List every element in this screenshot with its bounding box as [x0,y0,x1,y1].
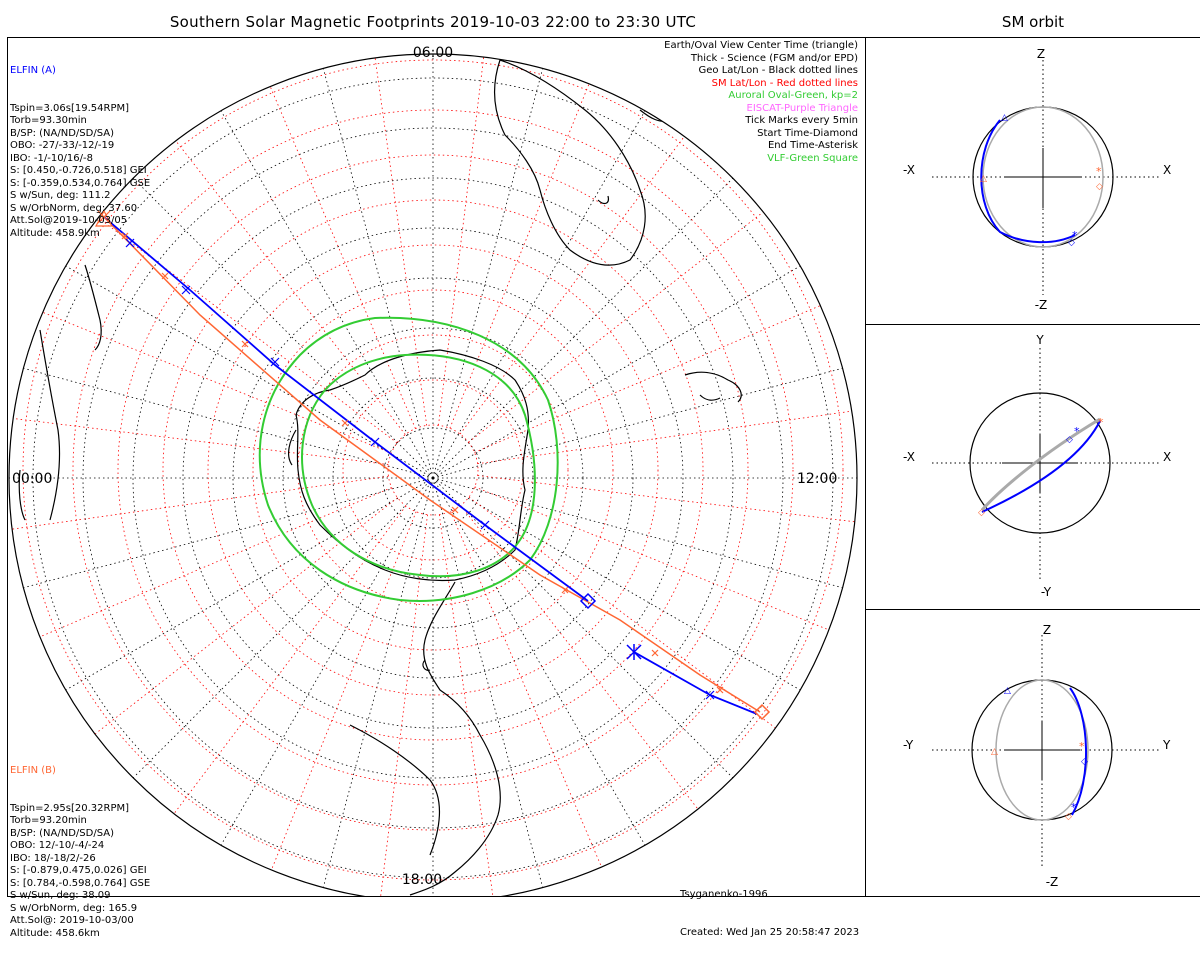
elfin-a-tick-marks [125,238,715,700]
elfin-a-line: B/SP: (NA/ND/SD/SA) [10,127,114,139]
legend-item: Earth/Oval View Center Time (triangle) [664,40,858,51]
legend: Earth/Oval View Center Time (triangle) Th… [664,40,858,165]
geo-latlon-grid [9,54,857,896]
elfin-b-line: B/SP: (NA/ND/SD/SA) [10,827,114,839]
elfin-a-line: Att.Sol@2019-10-03/05 [10,215,128,226]
sm-panel-yz-plot: Z -Z -Y Y △ △ * ◇ * ◇ [903,623,1171,889]
elfin-b-track [103,216,761,713]
elfin-b-line: Altitude: 458.6km [10,927,100,939]
svg-text:*: * [1098,416,1104,429]
svg-text:◇: ◇ [1066,435,1073,445]
elfin-a-line: S: [0.450,-0.726,0.518] GEI [10,165,147,176]
globe-outline [8,53,858,896]
elfin-a-line: Altitude: 458.9km [10,227,100,239]
sm-panel1-label-left: -X [903,163,915,177]
elfin-a-name: ELFIN (A) [10,65,56,76]
created-label: Created: Wed Jan 25 20:58:47 2023 [680,926,860,938]
sm-panel-xy-plot: Y -Y -X X ◇ * * ◇ [903,333,1171,599]
svg-text:△: △ [1001,113,1008,123]
svg-text:◇: ◇ [978,508,985,518]
svg-text:*: * [1071,801,1077,814]
map-label-right: 12:00 [797,471,837,487]
elfin-a-track [103,216,758,715]
svg-text:△: △ [980,174,987,184]
elfin-b-line: OBO: 12/-10/-4/-24 [10,840,105,851]
svg-text:*: * [1072,229,1078,242]
sm-panel1-label-right: X [1163,163,1171,177]
elfin-b-line: S w/Sun, deg: 38.09 [10,890,111,901]
sm-panel3-label-bottom: -Z [1046,875,1059,889]
legend-item: EISCAT-Purple Triangle [746,102,859,114]
legend-item: Thick - Science (FGM and/or EPD) [690,52,858,64]
elfin-a-info: ELFIN (A) Tspin=3.06s[19.54RPM] Torb=93.3… [10,40,150,253]
sm-panel1-label-top: Z [1037,47,1045,61]
elfin-b-line: S: [-0.879,0.475,0.026] GEI [10,865,147,876]
sm-panel2-label-bottom: -Y [1041,585,1052,599]
sm-panel3-label-left: -Y [903,738,914,752]
elfin-b-tick-marks [121,232,724,694]
elfin-b-info: ELFIN (B) Tspin=2.95s[20.32RPM] Torb=93.2… [10,740,150,953]
sm-panel-yz [865,609,1200,897]
elfin-a-line: Torb=93.30min [10,115,87,126]
model-label: Tsyganenko-1996 [680,889,768,900]
sm-panel1-label-bottom: -Z [1035,298,1048,312]
sm-panel2-label-right: X [1163,450,1171,464]
legend-item: Start Time-Diamond [757,127,858,139]
auroral-oval [258,316,559,602]
elfin-b-line: S w/OrbNorm, deg: 165.9 [10,902,138,914]
svg-text:◇: ◇ [1096,182,1103,192]
svg-text:*: * [1096,165,1102,178]
legend-item: VLF-Green Square [767,152,858,164]
svg-text:◇: ◇ [1068,238,1075,248]
elfin-b-end-asterisk [97,210,111,224]
view-center-triangle [95,209,113,227]
elfin-b-line: Torb=93.20min [10,815,87,826]
svg-text:△: △ [991,747,998,757]
elfin-a-start-diamond [579,592,597,610]
sm-orbit-title: SM orbit [1001,13,1065,31]
svg-text:△: △ [1004,686,1011,696]
sm-panel2-label-left: -X [903,450,915,464]
elfin-a-line: S w/OrbNorm, deg: 37.60 [10,202,138,214]
elfin-b-start-diamond [753,703,771,721]
elfin-b-line: Att.Sol@: 2019-10-03/00 [10,915,134,926]
map-label-top: 06:00 [413,45,453,61]
elfin-b-line: Tspin=2.95s[20.32RPM] [10,802,130,814]
elfin-a-end-asterisk [626,644,642,660]
elfin-b-line: S: [0.784,-0.598,0.764] GSE [10,877,151,889]
elfin-a-line: Tspin=3.06s[19.54RPM] [10,102,130,114]
sm-panel3-label-right: Y [1162,738,1171,752]
legend-item: SM Lat/Lon - Red dotted lines [711,77,858,89]
plot-title: Southern Solar Magnetic Footprints 2019-… [169,13,697,31]
svg-text:◇: ◇ [1081,757,1088,767]
elfin-a-line: S w/Sun, deg: 111.2 [10,190,111,201]
map-label-bottom: 18:00 [402,872,442,888]
elfin-b-name: ELFIN (B) [10,765,56,776]
sm-panel2-label-top: Y [1035,333,1044,347]
legend-item: Geo Lat/Lon - Black dotted lines [698,65,858,76]
elfin-a-line: OBO: -27/-33/-12/-19 [10,140,115,151]
map-label-left: 00:00 [12,471,52,487]
elfin-a-line: S: [-0.359,0.534,0.764] GSE [10,177,151,189]
svg-text:*: * [1074,425,1080,438]
legend-item: Tick Marks every 5min [745,115,858,126]
legend-item: End Time-Asterisk [767,140,858,151]
elfin-b-line: IBO: 18/-18/2/-26 [10,852,96,864]
sm-panel3-label-top: Z [1043,623,1051,637]
legend-item: Auroral Oval-Green, kp=2 [728,90,858,101]
footer: Tsyganenko-1996 Created: Wed Jan 25 20:5… [680,864,859,952]
elfin-a-line: IBO: -1/-10/16/-8 [10,152,93,164]
svg-text:*: * [1079,740,1085,753]
sm-panel-xz-plot: Z -Z -X X △ △ ◇ * ◇ * [903,47,1171,312]
footprint-map: 06:00 00:00 12:00 18:00 Z -Z -X X △ △ ◇ … [8,45,1171,896]
svg-text:◇: ◇ [1065,812,1072,822]
sm-orbit-panels: Z -Z -X X △ △ ◇ * ◇ * Y -Y -X X ◇ * * [903,47,1171,889]
